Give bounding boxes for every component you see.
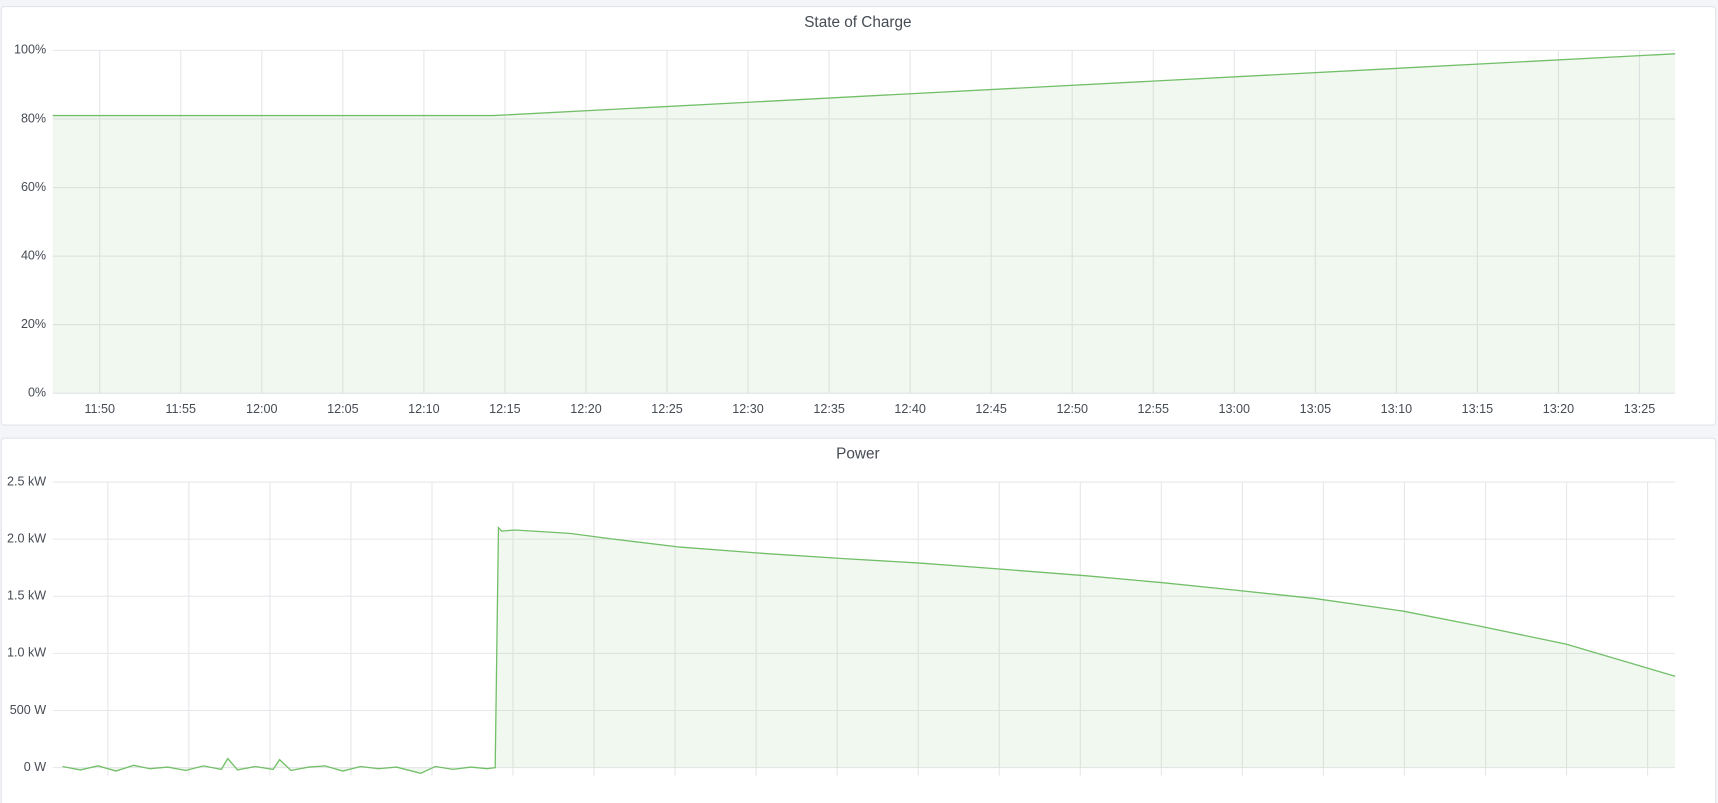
- x-tick-label: 11:55: [165, 402, 196, 416]
- area: [62, 527, 1676, 774]
- y-tick-label: 100%: [14, 43, 46, 57]
- y-tick-label: 40%: [21, 248, 46, 262]
- y-tick-label: 60%: [21, 180, 46, 194]
- panel: [0, 437, 1717, 803]
- panel: [0, 6, 1717, 426]
- y-tick-label: 1.5 kW: [7, 589, 46, 603]
- x-tick-label: 12:50: [1056, 402, 1087, 416]
- x-tick-label: 12:05: [327, 402, 358, 416]
- panel-title: Power: [836, 446, 879, 463]
- line: [52, 53, 1676, 117]
- x-tick-label: 12:20: [570, 402, 601, 416]
- x-tick-label: 13:05: [1300, 402, 1331, 416]
- x-tick-label: 12:35: [813, 402, 844, 416]
- x-tick-label: 13:10: [1381, 402, 1412, 416]
- x-tick-label: 12:00: [246, 402, 277, 416]
- y-tick-label: 80%: [21, 111, 46, 125]
- panel-title: State of Charge: [804, 14, 911, 31]
- x-tick-label: 12:10: [408, 402, 439, 416]
- y-tick-label: 500 W: [10, 703, 46, 717]
- area: [52, 53, 1676, 394]
- x-tick-label: 12:25: [651, 402, 682, 416]
- x-tick-label: 11:50: [84, 402, 115, 416]
- x-tick-label: 12:55: [1138, 402, 1169, 416]
- y-tick-label: 2.0 kW: [7, 531, 46, 545]
- x-tick-label: 12:30: [732, 402, 763, 416]
- x-tick-label: 13:25: [1624, 402, 1655, 416]
- y-tick-label: 20%: [21, 317, 46, 331]
- x-tick-label: 12:45: [975, 402, 1006, 416]
- x-tick-label: 13:00: [1219, 402, 1250, 416]
- x-tick-label: 12:15: [489, 402, 520, 416]
- y-tick-label: 1.0 kW: [7, 646, 46, 660]
- y-tick-label: 0%: [28, 386, 46, 400]
- y-tick-label: 2.5 kW: [7, 474, 46, 488]
- x-tick-label: 12:40: [894, 402, 925, 416]
- x-tick-label: 13:20: [1543, 402, 1574, 416]
- y-tick-label: 0 W: [24, 760, 46, 774]
- line: [62, 526, 1676, 775]
- x-tick-label: 13:15: [1462, 402, 1493, 416]
